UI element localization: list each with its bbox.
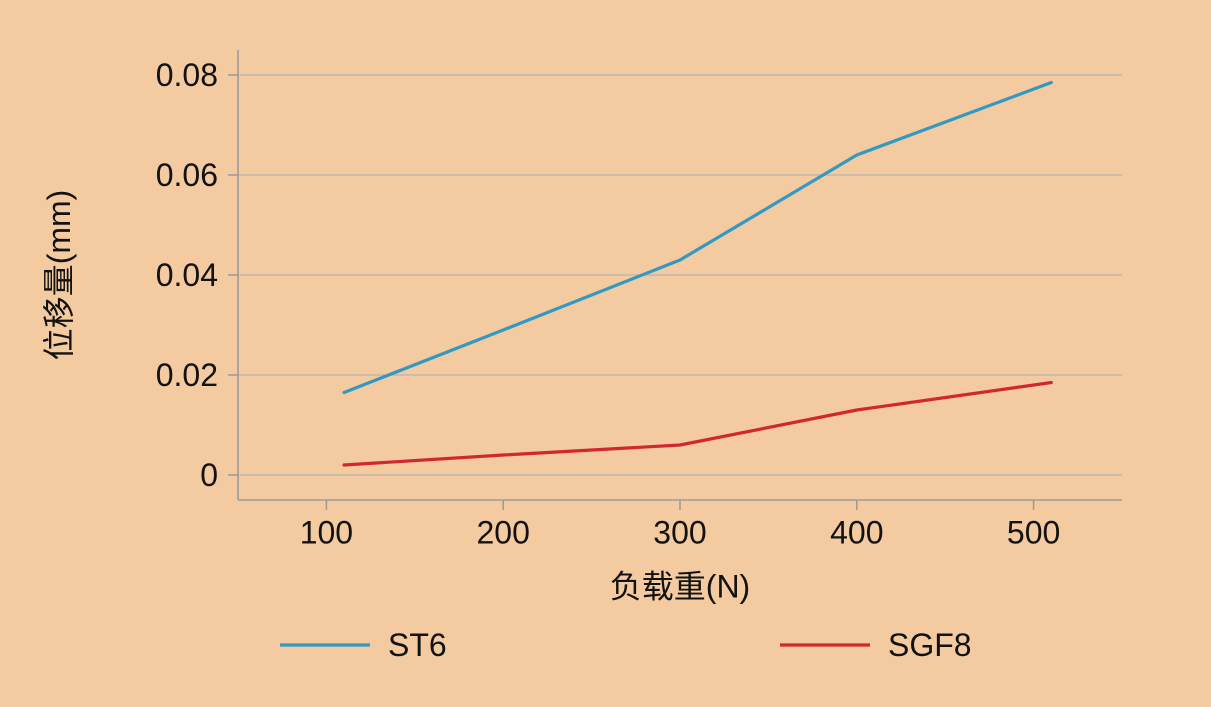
y-tick-label: 0.06 (156, 157, 218, 193)
chart-background (0, 0, 1211, 707)
x-tick-label: 400 (830, 515, 883, 551)
x-axis-label: 负载重(N) (610, 569, 750, 605)
x-tick-label: 500 (1007, 515, 1060, 551)
line-chart: 100 200 300 400 500 0 0.02 0.04 0.06 0.08 负载重(N) 位移… (0, 0, 1211, 707)
legend-label-sgf8: SGF8 (888, 627, 972, 663)
legend-label-st6: ST6 (388, 627, 447, 663)
x-tick-label: 300 (653, 515, 706, 551)
chart-svg: 100 200 300 400 500 0 0.02 0.04 0.06 0.08 负载重(N) 位移… (0, 0, 1211, 707)
y-tick-label: 0.04 (156, 257, 218, 293)
y-axis-label: 位移量(mm) (41, 190, 77, 361)
x-tick-label: 100 (300, 515, 353, 551)
y-tick-label: 0 (200, 457, 218, 493)
x-tick-label: 200 (477, 515, 530, 551)
y-tick-label: 0.02 (156, 357, 218, 393)
y-tick-label: 0.08 (156, 57, 218, 93)
